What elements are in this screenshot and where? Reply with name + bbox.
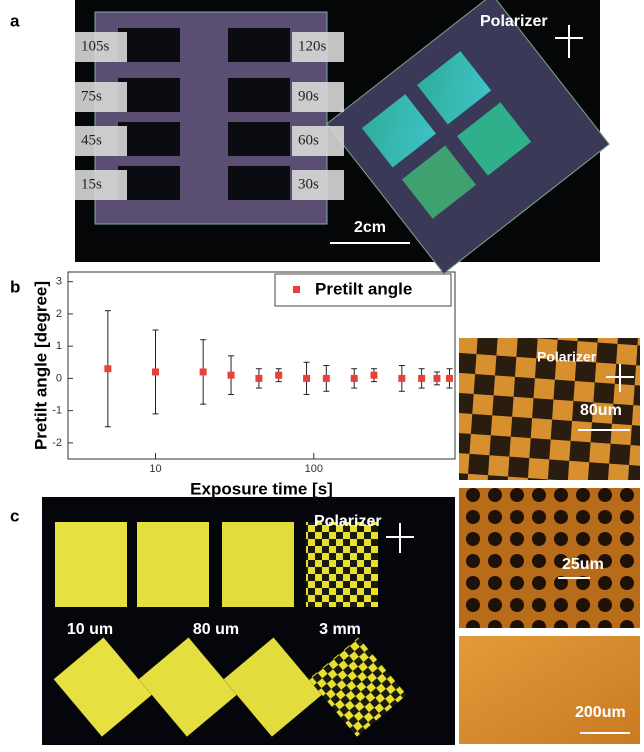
point <box>446 375 453 382</box>
polarizer-label: Polarizer <box>537 349 597 365</box>
point <box>351 375 358 382</box>
time-tag: 90s <box>298 88 319 104</box>
point <box>433 375 440 382</box>
time-tag: 45s <box>81 132 102 148</box>
time-tag: 30s <box>298 176 319 192</box>
y-tick-label: 2 <box>56 308 62 320</box>
size-label: 80 um <box>193 621 239 638</box>
photo <box>459 488 640 628</box>
point <box>152 368 159 375</box>
time-tag: 105s <box>81 38 110 54</box>
y-tick-label: 0 <box>56 372 62 384</box>
size-label: 3 mm <box>319 621 361 638</box>
point <box>303 375 310 382</box>
x-tick-label: 100 <box>305 463 323 475</box>
legend-label: Pretilt angle <box>315 279 412 298</box>
point <box>398 375 405 382</box>
point <box>418 375 425 382</box>
x-axis-title: Exposure time [s] <box>190 479 333 498</box>
scale-label: 200um <box>575 704 626 721</box>
size-label: 10 um <box>67 621 113 638</box>
point <box>104 365 111 372</box>
y-tick-label: -2 <box>52 437 62 449</box>
polarizer-label: Polarizer <box>314 513 382 530</box>
figure: a 105s 120s 75s 90s 45s 60s 15s 30s Polarizer 2… <box>0 0 644 747</box>
time-tag: 60s <box>298 132 319 148</box>
point <box>323 375 330 382</box>
point <box>255 375 262 382</box>
chart: -2 -1 0 1 2 3 10 100 Exposure time [s] Pretilt an… <box>31 274 453 498</box>
point <box>370 372 377 379</box>
time-tag: 120s <box>298 38 327 54</box>
photo <box>459 636 640 744</box>
y-axis-title: Pretilt angle [degree] <box>31 281 50 450</box>
scale-label: 25um <box>562 556 604 573</box>
panel-label: b <box>10 277 20 296</box>
y-tick-label: 1 <box>56 340 62 352</box>
polarizer-label: Polarizer <box>480 13 548 30</box>
panel-label: a <box>10 11 20 30</box>
time-tag: 15s <box>81 176 102 192</box>
panel-label: c <box>10 506 19 525</box>
point <box>228 372 235 379</box>
time-tag: 75s <box>81 88 102 104</box>
y-tick-label: -1 <box>52 405 62 417</box>
x-tick-label: 10 <box>149 463 161 475</box>
scale-label: 80um <box>580 402 622 419</box>
point <box>275 372 282 379</box>
y-tick-label: 3 <box>56 276 62 288</box>
legend-marker <box>293 286 300 293</box>
point <box>200 368 207 375</box>
scale-label: 2cm <box>354 219 386 236</box>
